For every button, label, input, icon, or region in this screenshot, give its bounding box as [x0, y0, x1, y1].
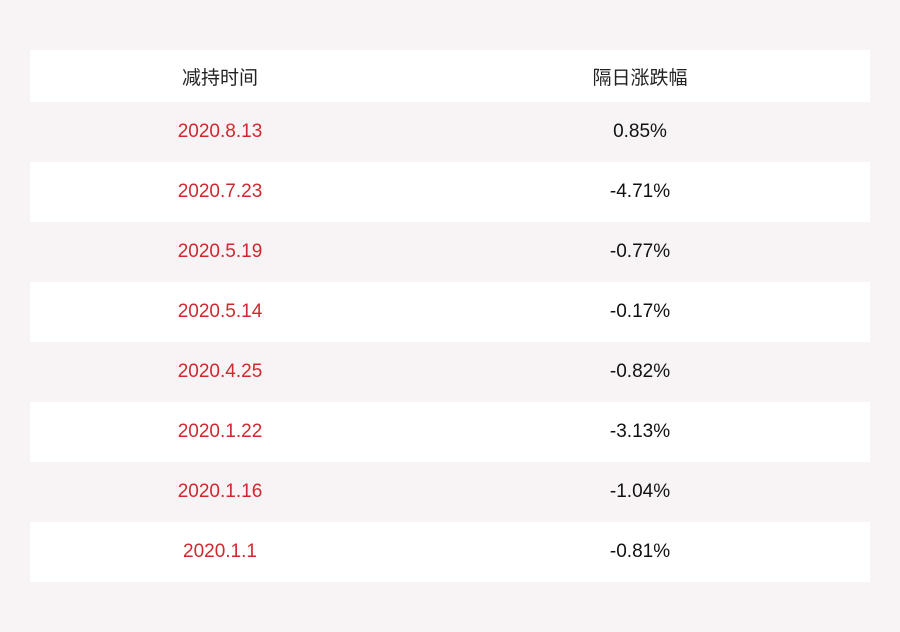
- date-cell: 2020.4.25: [177, 361, 263, 382]
- change-cell: -0.81%: [609, 541, 671, 562]
- change-cell: 0.85%: [613, 121, 667, 142]
- table: 减持时间 隔日涨跌幅 2020.8.13 0.85% 2020.7.23 -4.71%…: [30, 50, 870, 582]
- table-row: 2020.8.13 0.85%: [30, 102, 870, 162]
- table-row: 2020.7.23 -4.71%: [30, 162, 870, 222]
- change-cell: -0.77%: [609, 241, 671, 262]
- date-cell: 2020.5.14: [177, 301, 263, 322]
- change-cell: -1.04%: [609, 481, 671, 502]
- date-cell: 2020.8.13: [177, 121, 263, 142]
- table-row: 2020.4.25 -0.82%: [30, 342, 870, 402]
- date-cell: 2020.5.19: [177, 241, 263, 262]
- date-cell: 2020.1.16: [177, 481, 263, 502]
- change-cell: -0.82%: [609, 361, 671, 382]
- table-row: 2020.5.19 -0.77%: [30, 222, 870, 282]
- table-row: 2020.1.16 -1.04%: [30, 462, 870, 522]
- header-row: 减持时间 隔日涨跌幅: [30, 50, 870, 102]
- change-cell: -3.13%: [609, 421, 671, 442]
- table-row: 2020.1.22 -3.13%: [30, 402, 870, 462]
- header-cell: 隔日涨跌幅: [592, 67, 688, 89]
- table-row: 2020.1.1 -0.81%: [30, 522, 870, 582]
- date-cell: 2020.1.1: [183, 541, 257, 562]
- change-cell: -0.17%: [609, 301, 671, 322]
- change-cell: -4.71%: [609, 181, 671, 202]
- header-cell: 减持时间: [181, 67, 258, 89]
- table-row: 2020.5.14 -0.17%: [30, 282, 870, 342]
- date-cell: 2020.1.22: [177, 421, 263, 442]
- date-cell: 2020.7.23: [177, 181, 263, 202]
